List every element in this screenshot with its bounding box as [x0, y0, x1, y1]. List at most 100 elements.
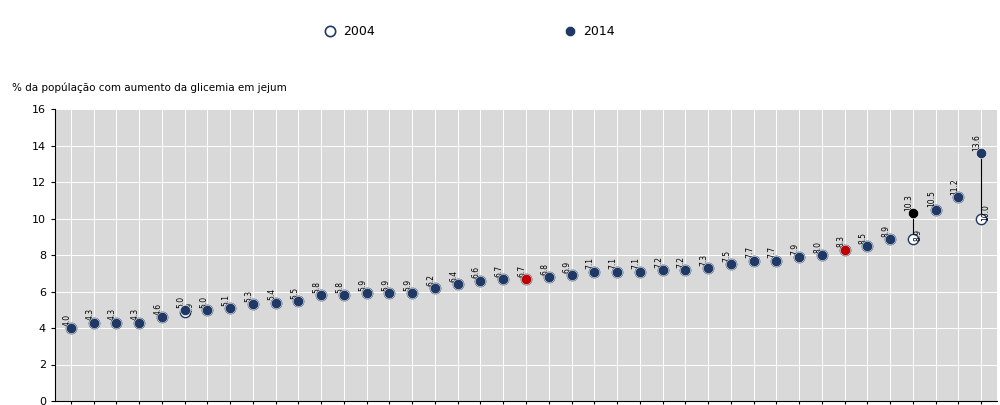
Point — [905, 236, 921, 242]
Point — [609, 269, 625, 275]
Text: 4.3: 4.3 — [108, 308, 117, 320]
Point — [154, 314, 170, 320]
Point — [381, 290, 397, 296]
Point — [495, 276, 511, 282]
Point — [245, 301, 261, 308]
Text: 8.3: 8.3 — [836, 235, 845, 247]
Point — [472, 277, 488, 284]
Text: 8.9: 8.9 — [913, 229, 922, 241]
Point — [427, 285, 443, 291]
Point — [632, 269, 648, 275]
Point — [746, 258, 762, 264]
Point — [768, 258, 784, 264]
Point — [973, 215, 989, 222]
Point — [723, 261, 739, 268]
Text: 4.0: 4.0 — [62, 314, 71, 326]
Point — [655, 266, 671, 273]
Point — [290, 297, 306, 304]
Point — [768, 258, 784, 264]
Point — [564, 272, 580, 279]
Text: 5.9: 5.9 — [358, 279, 367, 291]
Text: 6.7: 6.7 — [517, 264, 526, 277]
Text: 6.9: 6.9 — [563, 261, 572, 273]
Point — [928, 207, 944, 213]
Text: 7.2: 7.2 — [677, 256, 686, 268]
Text: 10.0: 10.0 — [982, 204, 991, 221]
Text: 10.5: 10.5 — [927, 190, 936, 207]
Text: 5.4: 5.4 — [267, 288, 276, 301]
Text: 5.3: 5.3 — [244, 290, 253, 302]
Point — [322, 28, 338, 34]
Point — [518, 276, 534, 282]
Text: 8.5: 8.5 — [859, 232, 868, 244]
Point — [336, 292, 352, 298]
Point — [222, 305, 238, 311]
Point — [404, 290, 420, 296]
Point — [859, 243, 875, 249]
Text: 5.0: 5.0 — [176, 296, 185, 308]
Text: 6.8: 6.8 — [540, 263, 549, 275]
Point — [108, 319, 124, 326]
Point — [404, 290, 420, 296]
Point — [746, 258, 762, 264]
Text: 5.0: 5.0 — [199, 296, 208, 308]
Point — [268, 299, 284, 306]
Text: 2014: 2014 — [583, 25, 615, 38]
Point — [950, 194, 966, 200]
Point — [973, 150, 989, 156]
Point — [63, 325, 79, 331]
Text: 8.9: 8.9 — [882, 224, 891, 237]
Point — [882, 236, 898, 242]
Point — [336, 292, 352, 298]
Text: 13.6: 13.6 — [973, 134, 982, 151]
Point — [586, 269, 602, 275]
Point — [814, 252, 830, 258]
Point — [63, 325, 79, 331]
Text: 6.7: 6.7 — [495, 264, 504, 277]
Text: 7.7: 7.7 — [745, 246, 754, 258]
Text: 5.8: 5.8 — [313, 281, 322, 293]
Text: 5.9: 5.9 — [404, 279, 413, 291]
Point — [928, 207, 944, 213]
Point — [268, 299, 284, 306]
Point — [882, 236, 898, 242]
Text: % da popúlação com aumento da glicemia em jejum: % da popúlação com aumento da glicemia e… — [12, 83, 287, 93]
Text: 7.9: 7.9 — [790, 243, 799, 255]
Text: 6.4: 6.4 — [449, 270, 458, 282]
Point — [495, 276, 511, 282]
Text: 5.5: 5.5 — [290, 286, 299, 298]
Text: 2004: 2004 — [343, 25, 375, 38]
Text: 7.1: 7.1 — [608, 257, 617, 269]
Point — [791, 254, 807, 260]
Text: 7.3: 7.3 — [699, 254, 708, 266]
Text: 4.9: 4.9 — [185, 302, 194, 314]
Point — [632, 269, 648, 275]
Text: 8.0: 8.0 — [813, 241, 822, 253]
Point — [450, 281, 466, 288]
Point — [199, 307, 215, 313]
Point — [472, 277, 488, 284]
Point — [677, 266, 693, 273]
Point — [427, 285, 443, 291]
Point — [791, 254, 807, 260]
Point — [700, 265, 716, 271]
Point — [814, 252, 830, 258]
Point — [290, 297, 306, 304]
Point — [131, 319, 147, 326]
Text: 5.1: 5.1 — [222, 294, 231, 306]
Point — [313, 292, 329, 298]
Point — [108, 319, 124, 326]
Point — [86, 319, 102, 326]
Point — [245, 301, 261, 308]
Text: 10.3: 10.3 — [904, 194, 913, 211]
Text: 7.1: 7.1 — [631, 257, 640, 269]
Point — [359, 290, 375, 296]
Text: 4.3: 4.3 — [131, 308, 140, 320]
Text: 7.7: 7.7 — [768, 246, 777, 258]
Point — [723, 261, 739, 268]
Point — [86, 319, 102, 326]
Point — [677, 266, 693, 273]
Text: 7.1: 7.1 — [586, 257, 595, 269]
Text: 6.2: 6.2 — [426, 274, 435, 286]
Point — [564, 272, 580, 279]
